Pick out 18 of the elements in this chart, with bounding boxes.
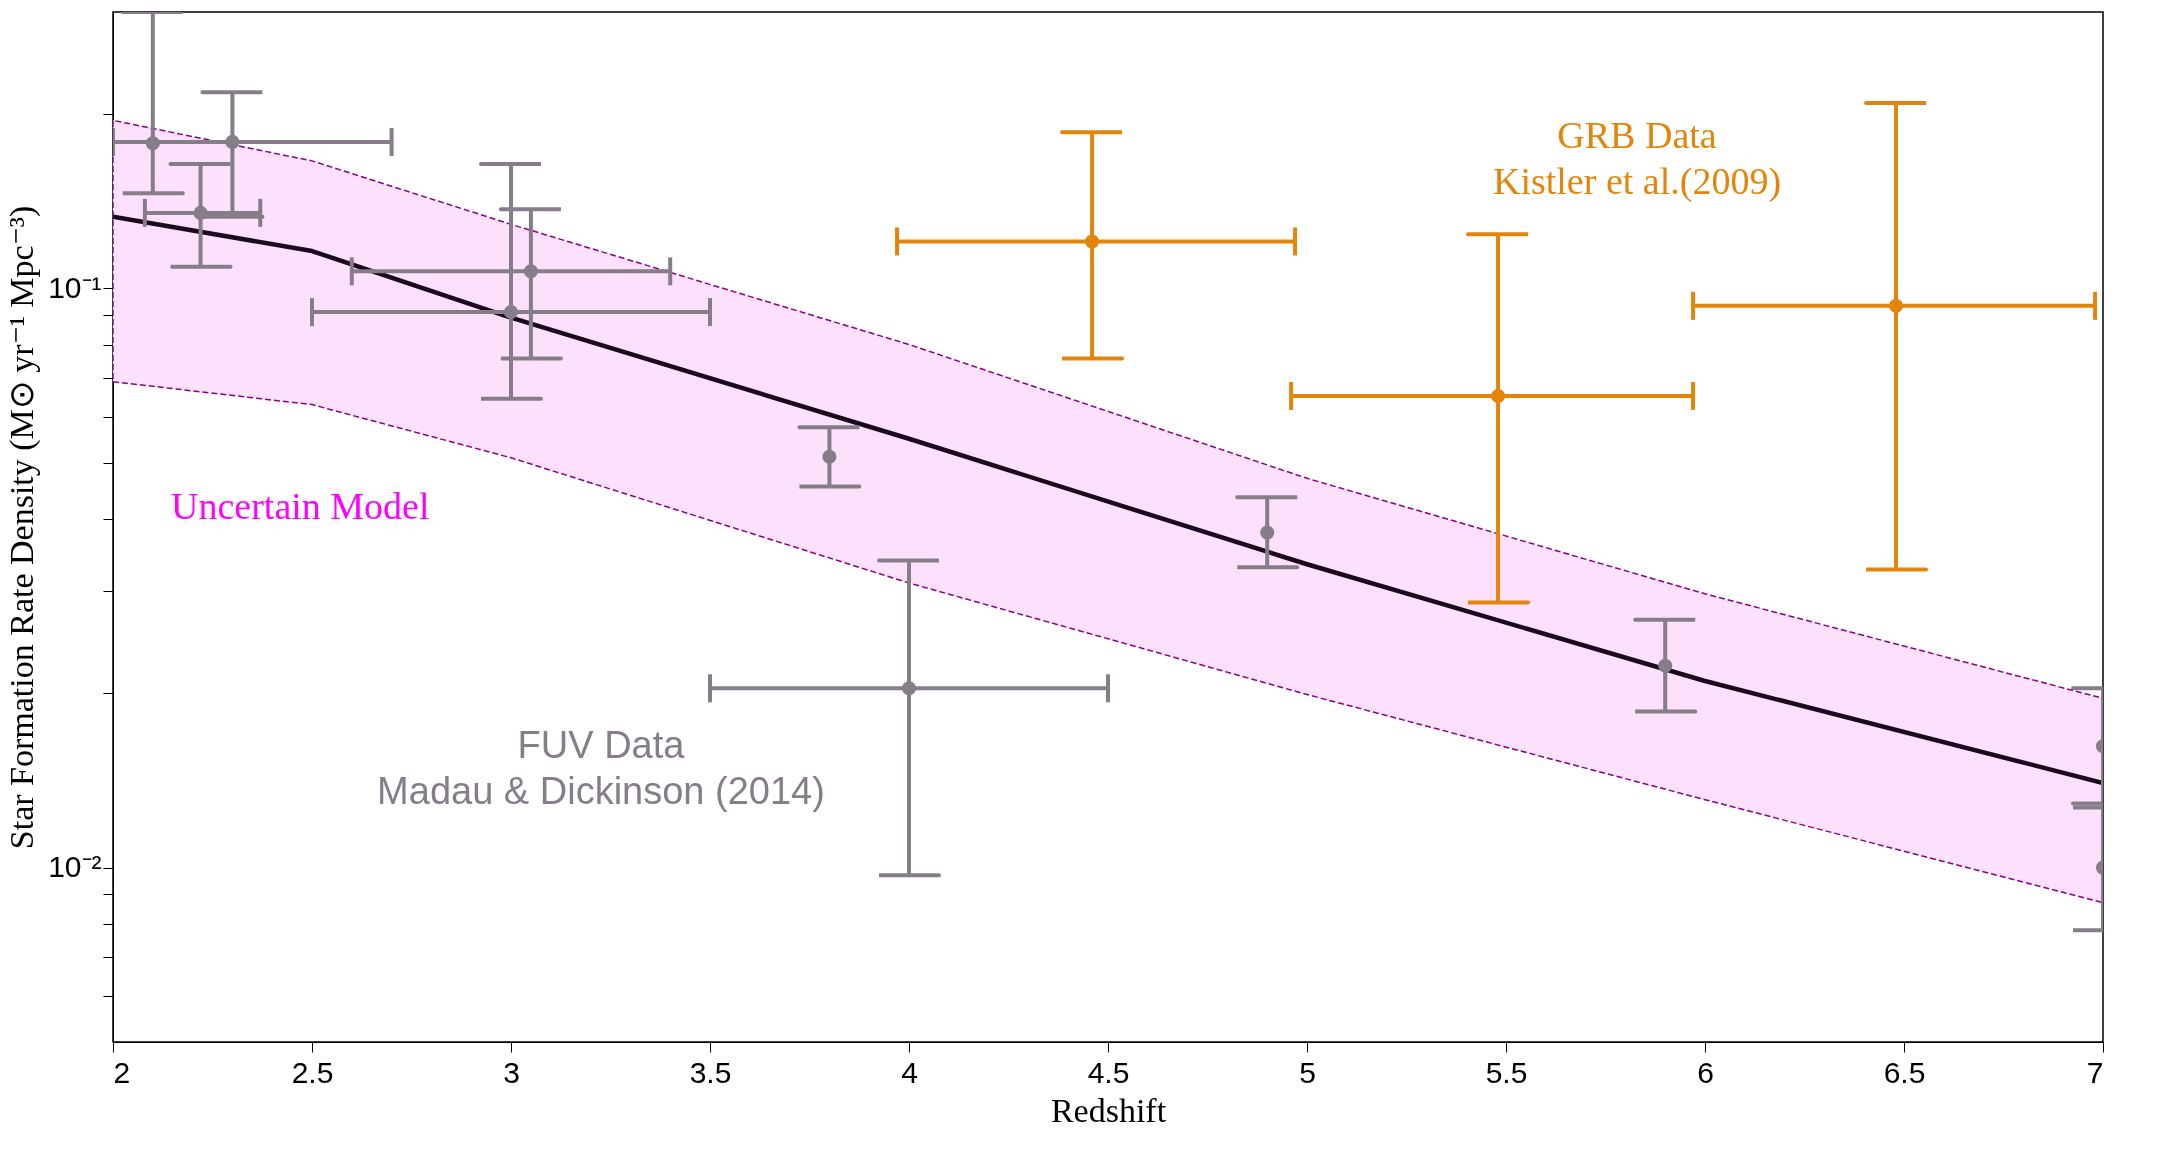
x-tick-label: 2.5 bbox=[291, 1055, 334, 1089]
text: FUV Data Madau & Dickinson (2014) bbox=[377, 724, 825, 812]
x-tick-label: 5 bbox=[1299, 1055, 1316, 1089]
x-tick-label: 4 bbox=[901, 1055, 918, 1089]
x-tick-label: 6 bbox=[1697, 1055, 1714, 1089]
x-tick-label: 4.5 bbox=[1087, 1055, 1130, 1089]
x-tick-label: 3.5 bbox=[689, 1055, 732, 1089]
x-tick-label: 2 bbox=[113, 1055, 131, 1089]
x-tick-label: 6.5 bbox=[1883, 1055, 1926, 1089]
text: GRB Data Kistler et al.(2009) bbox=[1492, 114, 1782, 203]
x-tick-label: 7 bbox=[2086, 1055, 2104, 1089]
y-tick-label: 10⁻² bbox=[48, 850, 102, 884]
x-axis-title: Redshift bbox=[1050, 1091, 1167, 1129]
annotation: Uncertain Model bbox=[171, 485, 430, 527]
y-axis-title: Star Formation Rate Density (M⊙ yr⁻¹ Mpc⁻³) bbox=[3, 205, 42, 850]
y-tick-label: 10⁻¹ bbox=[48, 270, 102, 304]
x-tick-label: 5.5 bbox=[1485, 1055, 1528, 1089]
x-tick-label: 3 bbox=[503, 1055, 520, 1089]
